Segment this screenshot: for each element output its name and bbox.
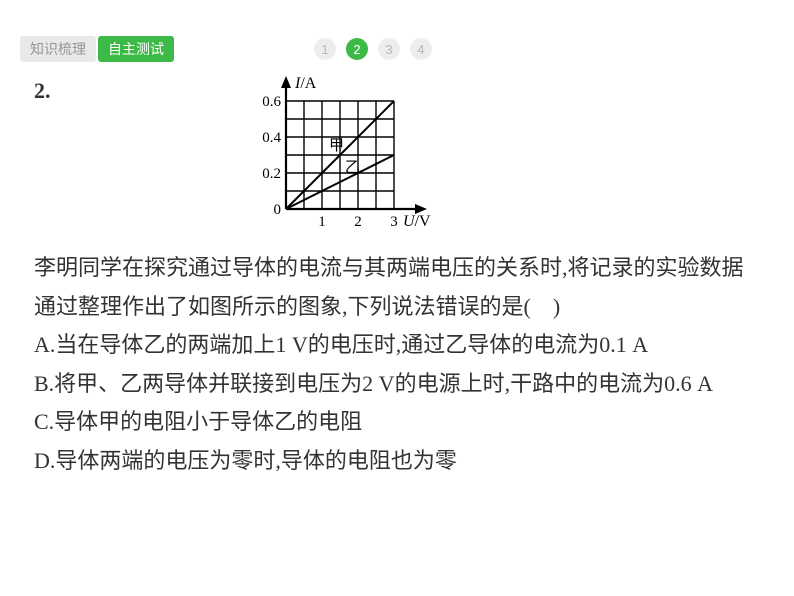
iv-chart: 0 0.2 0.4 0.6 1 2 3 I/A U/V 甲 乙 <box>231 74 441 234</box>
step-2[interactable]: 2 <box>346 38 368 60</box>
option-a[interactable]: A.当在导体乙的两端加上1 V的电压时,通过乙导体的电流为0.1 A <box>34 326 760 365</box>
step-list: 1 2 3 4 <box>314 38 432 60</box>
series-yi-label: 乙 <box>345 160 360 176</box>
x-tick-1: 1 <box>318 214 326 230</box>
y-tick-2: 0.4 <box>262 130 281 146</box>
question-number: 2. <box>34 78 51 104</box>
step-3[interactable]: 3 <box>378 38 400 60</box>
step-1[interactable]: 1 <box>314 38 336 60</box>
question-content: 2. <box>0 70 794 480</box>
y-tick-3: 0.6 <box>262 94 281 110</box>
question-stem: 李明同学在探究通过导体的电流与其两端电压的关系时,将记录的实验数据通过整理作出了… <box>34 249 760 326</box>
x-axis-label: U/V <box>403 213 431 230</box>
y-axis-label: I/A <box>294 75 317 92</box>
tab-selftest[interactable]: 自主测试 <box>98 36 174 62</box>
tab-knowledge[interactable]: 知识梳理 <box>20 36 96 62</box>
y-tick-0: 0 <box>273 202 281 218</box>
step-4[interactable]: 4 <box>410 38 432 60</box>
y-axis-arrow <box>281 76 291 88</box>
x-tick-2: 2 <box>354 214 362 230</box>
option-c[interactable]: C.导体甲的电阻小于导体乙的电阻 <box>34 403 760 442</box>
option-d[interactable]: D.导体两端的电压为零时,导体的电阻也为零 <box>34 442 760 481</box>
option-b[interactable]: B.将甲、乙两导体并联接到电压为2 V的电源上时,干路中的电流为0.6 A <box>34 365 760 404</box>
y-tick-1: 0.2 <box>262 166 281 182</box>
x-tick-3: 3 <box>390 214 398 230</box>
series-jia-label: 甲 <box>329 138 344 154</box>
nav-row: 知识梳理 自主测试 1 2 3 4 <box>0 0 794 70</box>
